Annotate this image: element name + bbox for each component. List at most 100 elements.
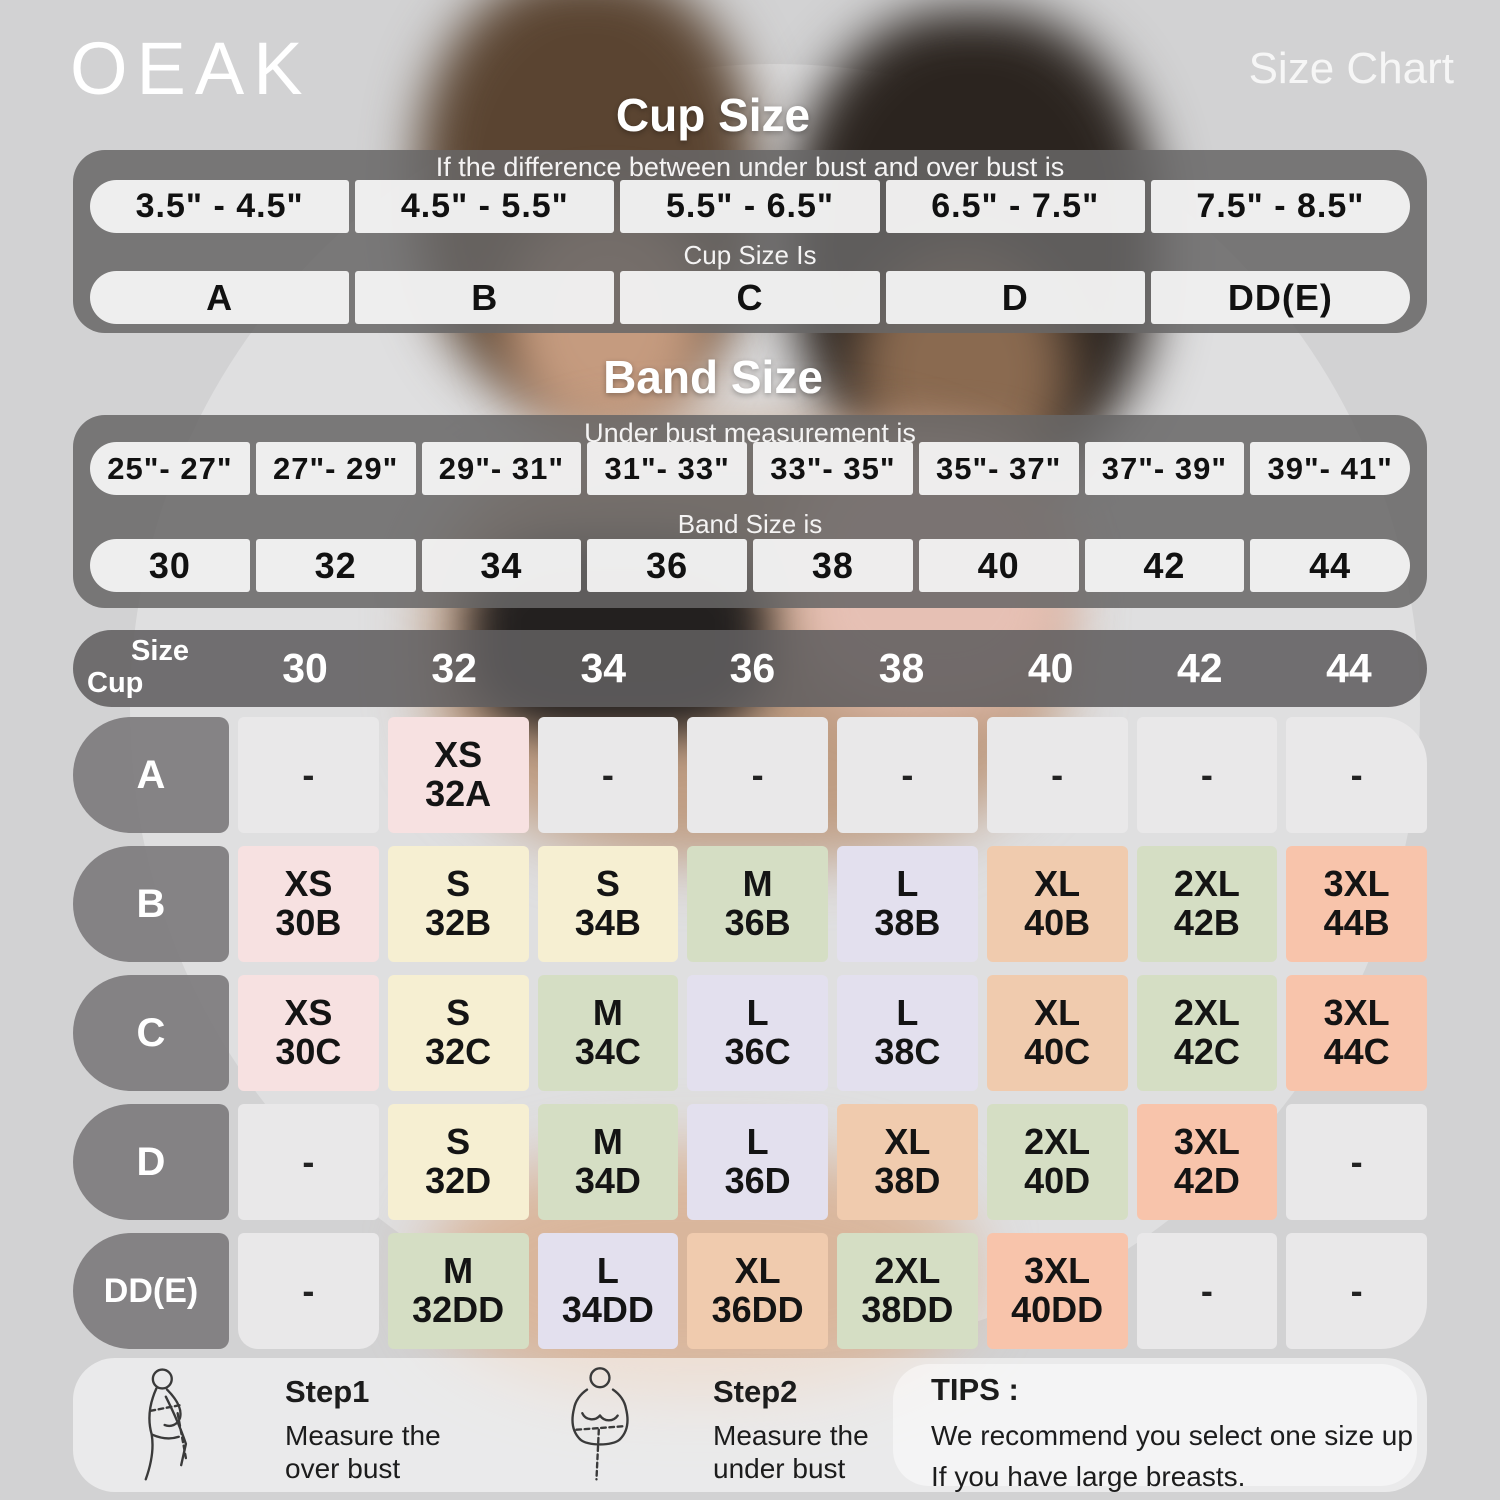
matrix-row-D: D - S 32D M 34D L 36D XL 38D 2XL 40D 3XL 42D - <box>73 1104 1427 1220</box>
matrix-column-header: 32 <box>431 645 477 691</box>
matrix-cell-34B: S 34B <box>537 846 679 962</box>
band-value-cell: 36 <box>587 539 747 592</box>
step1-line2: over bust <box>285 1453 401 1485</box>
band-range-cell: 33"- 35" <box>753 442 913 495</box>
tips-block: TIPS : We recommend you select one size … <box>931 1372 1413 1497</box>
matrix-cell-40B: XL 40B <box>986 846 1128 962</box>
cup-letter-cell: DD(E) <box>1150 271 1411 324</box>
matrix-cell-38C: L 38C <box>837 975 978 1091</box>
matrix-header-bar: Size Cup 30 32 34 36 38 40 42 44 <box>73 630 1427 707</box>
matrix-cell-38D: XL 38D <box>837 1104 978 1220</box>
matrix-column-header: 40 <box>1027 645 1074 691</box>
matrix-cell-32B: S 32B <box>387 846 529 962</box>
step2-line2: under bust <box>713 1453 846 1485</box>
cup-diff-range-cell: 6.5" - 7.5" <box>885 180 1145 233</box>
matrix-cell-30B: XS 30B <box>238 846 379 962</box>
cup-size-is-header: Cup Size Is <box>683 240 817 270</box>
matrix-cell-36B: M 36B <box>687 846 828 962</box>
band-ranges-row: 25"- 27" 27"- 29" 29"- 31" 31"- 33" 33"- 35"… <box>90 442 1410 495</box>
step1-label: Step1 <box>285 1374 370 1409</box>
band-range-cell: 29"- 31" <box>421 442 582 495</box>
step2-line1: Measure the <box>713 1420 869 1451</box>
matrix-cell-44C: 3XL 44C <box>1286 975 1427 1091</box>
step2-label: Step2 <box>713 1374 798 1409</box>
tips-line1: We recommend you select one size up <box>931 1420 1413 1451</box>
matrix-body: A - XS 32A - - - - - - B XS 30B S 32B S 34B M 36B L 38B XL 40B… <box>73 717 1427 1362</box>
matrix-column-header: 42 <box>1177 645 1223 691</box>
cup-letter-cell: A <box>90 271 350 324</box>
matrix-corner-cup: Cup <box>87 667 144 699</box>
band-value-cell: 34 <box>421 539 582 592</box>
matrix-cell-34C: M 34C <box>537 975 679 1091</box>
step1-line1: Measure the <box>285 1420 441 1451</box>
matrix-cell-empty: - <box>837 717 978 833</box>
matrix-cell-42B: 2XL 42B <box>1136 846 1278 962</box>
matrix-cell-empty: - <box>986 717 1128 833</box>
band-values-row: 30 32 34 36 38 40 42 44 <box>90 539 1410 592</box>
matrix-column-headers: 30 32 34 36 38 40 42 44 <box>235 630 1419 707</box>
matrix-cell-40D: 2XL 40D <box>986 1104 1128 1220</box>
band-value-cell: 38 <box>753 539 913 592</box>
matrix-cell-36DD: XL 36DD <box>687 1233 828 1349</box>
matrix-column-header: 38 <box>878 645 925 691</box>
matrix-cell-empty: - <box>1286 717 1427 833</box>
band-value-cell: 30 <box>90 539 250 592</box>
cup-size-title: Cup Size <box>615 89 811 141</box>
matrix-cell-empty: - <box>1286 1104 1427 1220</box>
matrix-column-header: 34 <box>580 645 627 691</box>
matrix-row-C: C XS 30C S 32C M 34C L 36C L 38C XL 40C 2XL 42C 3XL 44C <box>73 975 1427 1091</box>
band-value-cell: 42 <box>1084 539 1245 592</box>
matrix-cell-32C: S 32C <box>387 975 529 1091</box>
matrix-row-header: B <box>73 846 229 962</box>
matrix-cell-32A: XS 32A <box>387 717 529 833</box>
measure-under-bust-icon <box>571 1367 629 1481</box>
matrix-cell-38B: L 38B <box>837 846 978 962</box>
matrix-column-header: 44 <box>1326 645 1372 691</box>
band-value-cell: 44 <box>1250 539 1410 592</box>
band-size-table: Under bust measurement is 25"- 27" 27"- 2… <box>73 415 1427 608</box>
matrix-cell-empty: - <box>1136 717 1278 833</box>
matrix-cell-36D: L 36D <box>687 1104 828 1220</box>
matrix-cell-empty: - <box>238 1233 379 1349</box>
tips-line2: If you have large breasts. <box>931 1460 1246 1492</box>
matrix-row-header: DD(E) <box>73 1233 229 1349</box>
band-size-is-header: Band Size is <box>677 509 823 539</box>
page-title: Size Chart <box>1248 44 1454 93</box>
cup-letters-row: A B C D DD(E) <box>90 271 1411 324</box>
matrix-cell-40C: XL 40C <box>986 975 1128 1091</box>
matrix-row-header: C <box>73 975 229 1091</box>
band-value-cell: 32 <box>255 539 416 592</box>
cup-diff-header: If the difference between under bust and… <box>435 152 1065 182</box>
matrix-corner-size: Size <box>131 635 190 667</box>
matrix-cell-empty: - <box>1286 1233 1427 1349</box>
matrix-cell-42D: 3XL 42D <box>1136 1104 1278 1220</box>
band-range-cell: 35"- 37" <box>918 442 1079 495</box>
band-size-title: Band Size <box>603 351 823 403</box>
matrix-cell-34DD: L 34DD <box>537 1233 679 1349</box>
matrix-cell-empty: - <box>537 717 679 833</box>
matrix-cell-44B: 3XL 44B <box>1286 846 1427 962</box>
matrix-column-header: 36 <box>729 645 776 691</box>
brand-logo: OEAK <box>70 27 312 110</box>
matrix-row-B: B XS 30B S 32B S 34B M 36B L 38B XL 40B 2XL 42B 3XL 44B <box>73 846 1427 962</box>
matrix-row-header: D <box>73 1104 229 1220</box>
matrix-cell-38DD: 2XL 38DD <box>837 1233 978 1349</box>
matrix-row-header: A <box>73 717 229 833</box>
cup-letter-cell: C <box>620 271 880 324</box>
matrix-cell-32DD: M 32DD <box>387 1233 529 1349</box>
measure-over-bust-icon <box>144 1368 188 1481</box>
measuring-guide-bar: Step1 Measure the over bust Step2 Measur… <box>73 1358 1427 1492</box>
matrix-cell-empty: - <box>687 717 828 833</box>
matrix-column-header: 30 <box>282 645 328 691</box>
band-range-cell: 39"- 41" <box>1250 442 1410 495</box>
band-range-cell: 27"- 29" <box>255 442 416 495</box>
cup-size-table: If the difference between under bust and… <box>73 150 1427 333</box>
cup-diff-ranges-row: 3.5" - 4.5" 4.5" - 5.5" 5.5" - 6.5" 6.5" - … <box>90 180 1411 233</box>
matrix-cell-40DD: 3XL 40DD <box>986 1233 1128 1349</box>
cup-diff-range-cell: 4.5" - 5.5" <box>355 180 615 233</box>
cup-diff-range-cell: 7.5" - 8.5" <box>1150 180 1411 233</box>
tips-highlight <box>893 1364 1417 1486</box>
cup-letter-cell: B <box>355 271 615 324</box>
step1-block: Step1 Measure the over bust <box>285 1374 441 1485</box>
